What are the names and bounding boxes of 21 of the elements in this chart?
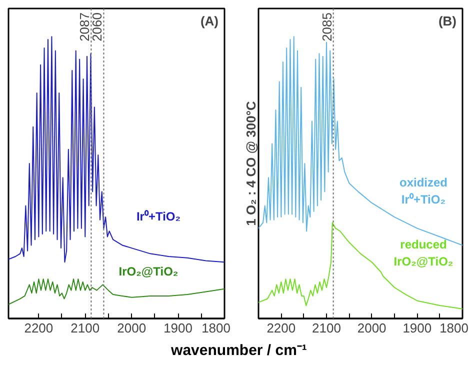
series-label: reduced IrO₂@TiO₂ xyxy=(394,238,454,268)
x-tick-label: 2100 xyxy=(312,320,341,336)
x-tick-label: 1900 xyxy=(164,320,193,336)
x-tick-label: 2000 xyxy=(357,320,386,336)
text: Ir⁰+TiO₂ xyxy=(136,210,181,224)
text: (B) xyxy=(438,14,456,28)
x-tick-label: 1800 xyxy=(440,320,468,336)
x-tick-label: 2100 xyxy=(70,320,100,336)
x-tick-label: 2200 xyxy=(24,320,54,336)
x-tick-label: 2200 xyxy=(266,320,296,336)
y-axis-title: 1 O₂ : 4 CO @ 300°C xyxy=(244,100,258,226)
series-label: IrO₂@TiO₂ xyxy=(118,264,178,278)
x-tick-label: 2000 xyxy=(117,320,146,336)
series-label: oxidized Ir⁰+TiO₂ xyxy=(399,176,448,206)
x-tick-label: 1800 xyxy=(202,320,230,336)
ref-line-label: 2060 xyxy=(90,12,105,42)
ref-line-label: 2087 xyxy=(77,12,92,42)
ref-line-label: 2085 xyxy=(319,12,334,42)
x-axis-title: wavenumber / cm⁻¹ xyxy=(171,341,307,361)
x-tick-label: 1900 xyxy=(402,320,432,336)
text: (A) xyxy=(200,14,218,28)
